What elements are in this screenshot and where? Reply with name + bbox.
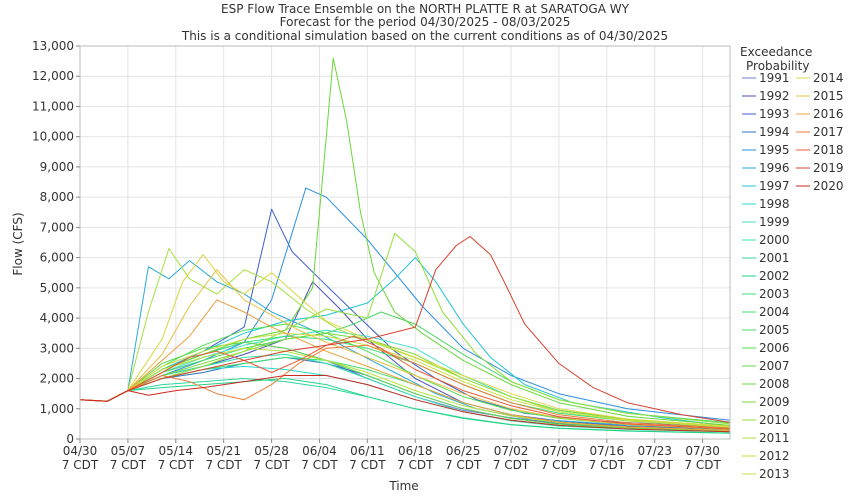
x-tick-date-label: 05/07 bbox=[111, 444, 146, 458]
x-tick-date-label: 06/11 bbox=[350, 444, 385, 458]
plot-area-border bbox=[79, 45, 731, 440]
x-axis-title: Time bbox=[388, 479, 418, 493]
legend-label-2019: 2019 bbox=[813, 161, 844, 175]
series-line-1995 bbox=[79, 187, 731, 421]
series-line-2012 bbox=[79, 347, 731, 431]
title-line-1: ESP Flow Trace Ensemble on the NORTH PLA… bbox=[221, 2, 630, 16]
x-tick-time-label: 7 CDT bbox=[397, 458, 434, 472]
x-tick-time-label: 7 CDT bbox=[110, 458, 147, 472]
legend-label-2011: 2011 bbox=[759, 431, 790, 445]
legend-title-line-2: Probability bbox=[746, 59, 809, 73]
x-tick-time-label: 7 CDT bbox=[349, 458, 386, 472]
legend-label-2014: 2014 bbox=[813, 71, 844, 85]
x-tick-time-label: 7 CDT bbox=[493, 458, 530, 472]
x-tick-time-label: 7 CDT bbox=[637, 458, 674, 472]
x-tick-time-label: 7 CDT bbox=[205, 458, 242, 472]
y-tick-label: 8,000 bbox=[40, 190, 74, 204]
x-tick-date-label: 06/25 bbox=[446, 444, 481, 458]
x-tick-date-label: 04/30 bbox=[63, 444, 98, 458]
legend-label-2003: 2003 bbox=[759, 287, 790, 301]
y-tick-label: 5,000 bbox=[40, 281, 74, 295]
y-tick-label: 12,000 bbox=[32, 69, 74, 83]
title-line-2: Forecast for the period 04/30/2025 - 08/… bbox=[280, 15, 571, 29]
x-tick-date-label: 07/23 bbox=[637, 444, 672, 458]
y-tick-label: 7,000 bbox=[40, 220, 74, 234]
y-tick-label: 10,000 bbox=[32, 130, 74, 144]
series-line-2002 bbox=[79, 378, 731, 434]
legend-label-2013: 2013 bbox=[759, 467, 790, 481]
x-tick-date-label: 05/21 bbox=[206, 444, 241, 458]
legend-label-2006: 2006 bbox=[759, 341, 790, 355]
x-tick-date-label: 05/28 bbox=[254, 444, 289, 458]
x-tick-date-label: 05/14 bbox=[158, 444, 193, 458]
legend-label-2008: 2008 bbox=[759, 377, 790, 391]
series-line-2017 bbox=[79, 344, 731, 429]
y-tick-label: 13,000 bbox=[32, 39, 74, 53]
chart-title: ESP Flow Trace Ensemble on the NORTH PLA… bbox=[181, 2, 668, 43]
legend-label-2017: 2017 bbox=[813, 125, 844, 139]
legend-label-1995: 1995 bbox=[759, 143, 790, 157]
legend-label-2012: 2012 bbox=[759, 449, 790, 463]
series-line-2019 bbox=[79, 236, 731, 423]
title-line-3: This is a conditional simulation based o… bbox=[181, 29, 668, 43]
legend-label-1991: 1991 bbox=[759, 71, 790, 85]
series-line-1997 bbox=[79, 257, 731, 427]
legend-label-2016: 2016 bbox=[813, 107, 844, 121]
legend-label-1997: 1997 bbox=[759, 179, 790, 193]
x-tick-time-label: 7 CDT bbox=[541, 458, 578, 472]
legend-title-line-1: Exceedance bbox=[740, 45, 812, 59]
legend-label-1994: 1994 bbox=[759, 125, 790, 139]
y-tick-label: 11,000 bbox=[32, 99, 74, 113]
legend-label-1999: 1999 bbox=[759, 215, 790, 229]
x-tick-date-label: 06/04 bbox=[302, 444, 337, 458]
legend-label-2001: 2001 bbox=[759, 251, 790, 265]
legend-label-2002: 2002 bbox=[759, 269, 790, 283]
series-line-2013 bbox=[79, 332, 731, 428]
series-line-2014 bbox=[79, 254, 731, 427]
legend-label-2009: 2009 bbox=[759, 395, 790, 409]
y-tick-label: 4,000 bbox=[40, 311, 74, 325]
legend-label-2007: 2007 bbox=[759, 359, 790, 373]
legend-label-2000: 2000 bbox=[759, 233, 790, 247]
series-line-2020 bbox=[79, 375, 731, 433]
series-line-1992 bbox=[79, 281, 731, 430]
x-tick-time-label: 7 CDT bbox=[62, 458, 99, 472]
series-line-2015 bbox=[79, 269, 731, 430]
legend-label-1998: 1998 bbox=[759, 197, 790, 211]
x-tick-time-label: 7 CDT bbox=[301, 458, 338, 472]
x-tick-time-label: 7 CDT bbox=[253, 458, 290, 472]
x-tick-time-label: 7 CDT bbox=[684, 458, 721, 472]
legend-label-1996: 1996 bbox=[759, 161, 790, 175]
legend-label-2010: 2010 bbox=[759, 413, 790, 427]
series-line-2016 bbox=[79, 299, 731, 431]
y-axis-title: Flow (CFS) bbox=[11, 212, 25, 275]
legend-label-2015: 2015 bbox=[813, 89, 844, 103]
legend-label-2020: 2020 bbox=[813, 179, 844, 193]
y-tick-label: 0 bbox=[66, 432, 74, 446]
y-tick-label: 3,000 bbox=[40, 341, 74, 355]
x-tick-date-label: 06/18 bbox=[398, 444, 433, 458]
x-tick-time-label: 7 CDT bbox=[589, 458, 626, 472]
x-tick-time-label: 7 CDT bbox=[158, 458, 195, 472]
y-tick-label: 9,000 bbox=[40, 160, 74, 174]
legend-label-2018: 2018 bbox=[813, 143, 844, 157]
series-line-2011 bbox=[79, 248, 731, 428]
axes: 0 1,000 2,000 3,000 4,000 5,000 6,000 7,000 8,00… bbox=[32, 39, 721, 472]
x-tick-date-label: 07/02 bbox=[494, 444, 529, 458]
series-layer bbox=[79, 57, 731, 434]
legend: Exceedance Probability 1991 1992 1993 1994 1… bbox=[740, 45, 844, 481]
legend-label-1992: 1992 bbox=[759, 89, 790, 103]
x-tick-date-label: 07/09 bbox=[542, 444, 577, 458]
series-line-2018 bbox=[79, 335, 731, 430]
x-tick-date-label: 07/16 bbox=[590, 444, 625, 458]
x-tick-time-label: 7 CDT bbox=[445, 458, 482, 472]
legend-label-2005: 2005 bbox=[759, 323, 790, 337]
y-tick-label: 2,000 bbox=[40, 372, 74, 386]
legend-label-2004: 2004 bbox=[759, 305, 790, 319]
legend-label-1993: 1993 bbox=[759, 107, 790, 121]
y-tick-label: 1,000 bbox=[40, 402, 74, 416]
y-tick-label: 6,000 bbox=[40, 251, 74, 265]
x-tick-date-label: 07/30 bbox=[685, 444, 720, 458]
